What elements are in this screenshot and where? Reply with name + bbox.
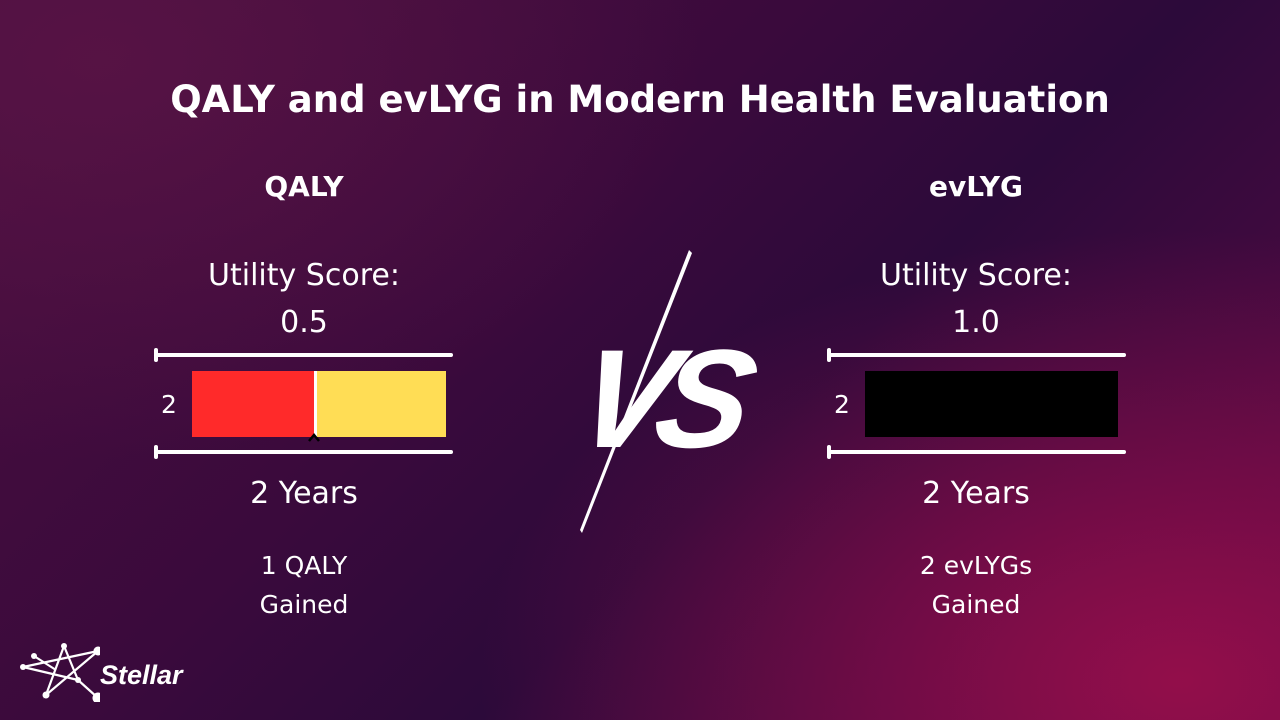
caret-up-icon (308, 433, 320, 442)
vs-slash (580, 250, 692, 533)
qaly-result: 1 QALY Gained (154, 546, 454, 624)
result-line: 2 evLYGs (919, 551, 1033, 580)
utility-value: 1.0 (952, 305, 1000, 340)
range-tick (827, 348, 831, 362)
result-line: Gained (259, 590, 349, 619)
utility-label: Utility Score: (880, 258, 1072, 293)
logo-text: Stellar (100, 660, 183, 690)
axis-value: 2 (161, 390, 177, 419)
result-line: 1 QALY (260, 551, 348, 580)
bar-divider (314, 371, 317, 437)
top-range-line (155, 353, 453, 357)
axis-value: 2 (834, 390, 850, 419)
evlyg-result: 2 evLYGs Gained (826, 546, 1126, 624)
qaly-used-bar (192, 371, 314, 437)
qaly-years: 2 Years (250, 476, 358, 511)
bottom-range-line (155, 450, 453, 454)
result-line: Gained (931, 590, 1021, 619)
range-tick (827, 445, 831, 459)
star-network-icon (20, 643, 100, 702)
range-tick (154, 445, 158, 459)
qaly-lost-bar (317, 371, 446, 437)
vs-label: VS (563, 320, 756, 477)
qaly-utility: Utility Score: 0.5 (124, 252, 484, 346)
evlyg-years: 2 Years (922, 476, 1030, 511)
utility-value: 0.5 (280, 305, 328, 340)
utility-label: Utility Score: (208, 258, 400, 293)
evlyg-utility: Utility Score: 1.0 (796, 252, 1156, 346)
evlyg-bar (865, 371, 1118, 437)
range-tick (154, 348, 158, 362)
top-range-line (828, 353, 1126, 357)
bottom-range-line (828, 450, 1126, 454)
page-title: QALY and evLYG in Modern Health Evaluati… (170, 78, 1110, 121)
evlyg-heading: evLYG (929, 170, 1023, 203)
qaly-heading: QALY (264, 170, 344, 203)
